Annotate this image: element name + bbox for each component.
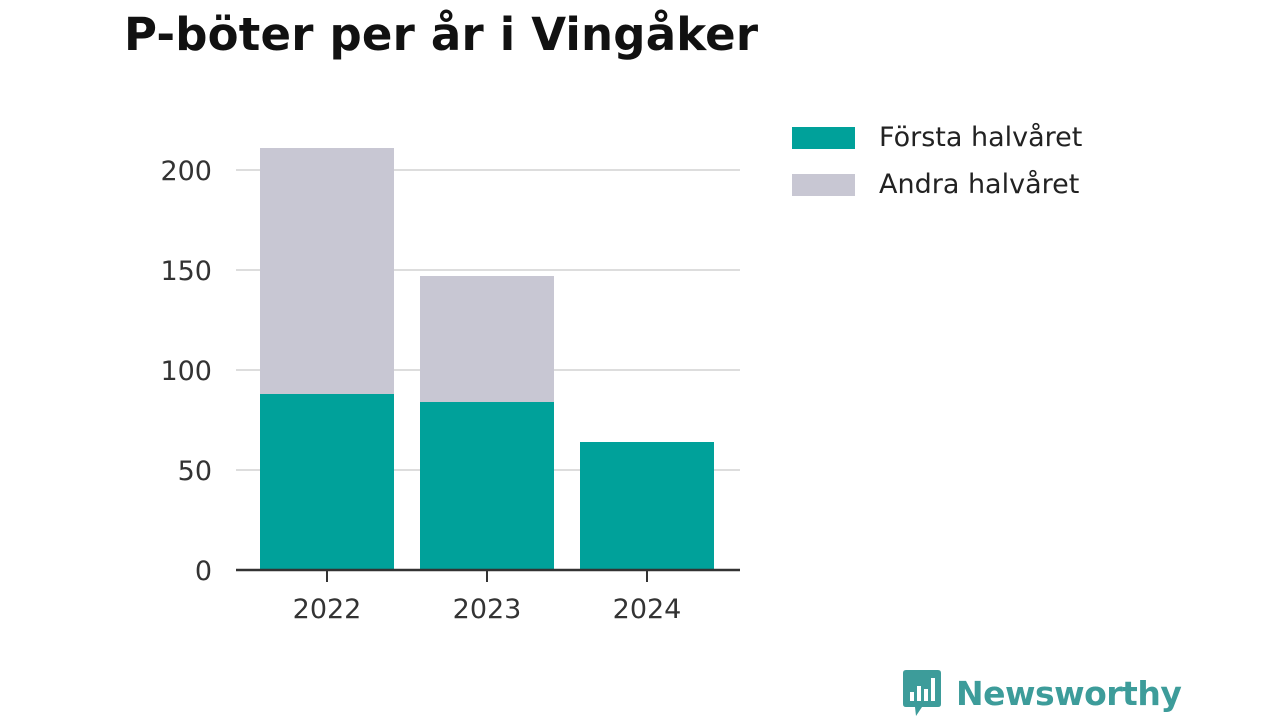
- y-tick-label-100: 100: [160, 356, 212, 387]
- legend: Första halvåret Andra halvåret: [792, 114, 1082, 208]
- y-tick-label-50: 50: [178, 456, 212, 487]
- bar-2022-series-0: [260, 394, 394, 570]
- bar-2023-series-0: [420, 402, 554, 570]
- chart-title: P-böter per år i Vingåker: [124, 8, 759, 61]
- y-tick-label-150: 150: [160, 256, 212, 287]
- newsworthy-logo: Newsworthy: [902, 668, 1182, 718]
- x-tick-label-2023: 2023: [453, 594, 522, 625]
- y-tick-label-200: 200: [160, 156, 212, 187]
- logo-text: Newsworthy: [956, 673, 1182, 713]
- legend-label-first-half: Första halvåret: [879, 122, 1083, 153]
- legend-swatch-first-half: [792, 126, 855, 149]
- legend-item-first-half: Första halvåret: [792, 114, 1082, 161]
- bar-chart-speech-bubble-icon: [903, 670, 941, 716]
- legend-item-second-half: Andra halvåret: [792, 161, 1082, 208]
- legend-swatch-second-half: [792, 173, 855, 196]
- x-tick-label-2022: 2022: [293, 594, 362, 625]
- bar-2024-series-0: [580, 442, 714, 570]
- bar-2023-series-1: [420, 276, 554, 402]
- y-tick-label-0: 0: [195, 556, 212, 587]
- x-tick-label-2024: 2024: [613, 594, 682, 625]
- legend-label-second-half: Andra halvåret: [879, 169, 1080, 200]
- bar-2022-series-1: [260, 148, 394, 394]
